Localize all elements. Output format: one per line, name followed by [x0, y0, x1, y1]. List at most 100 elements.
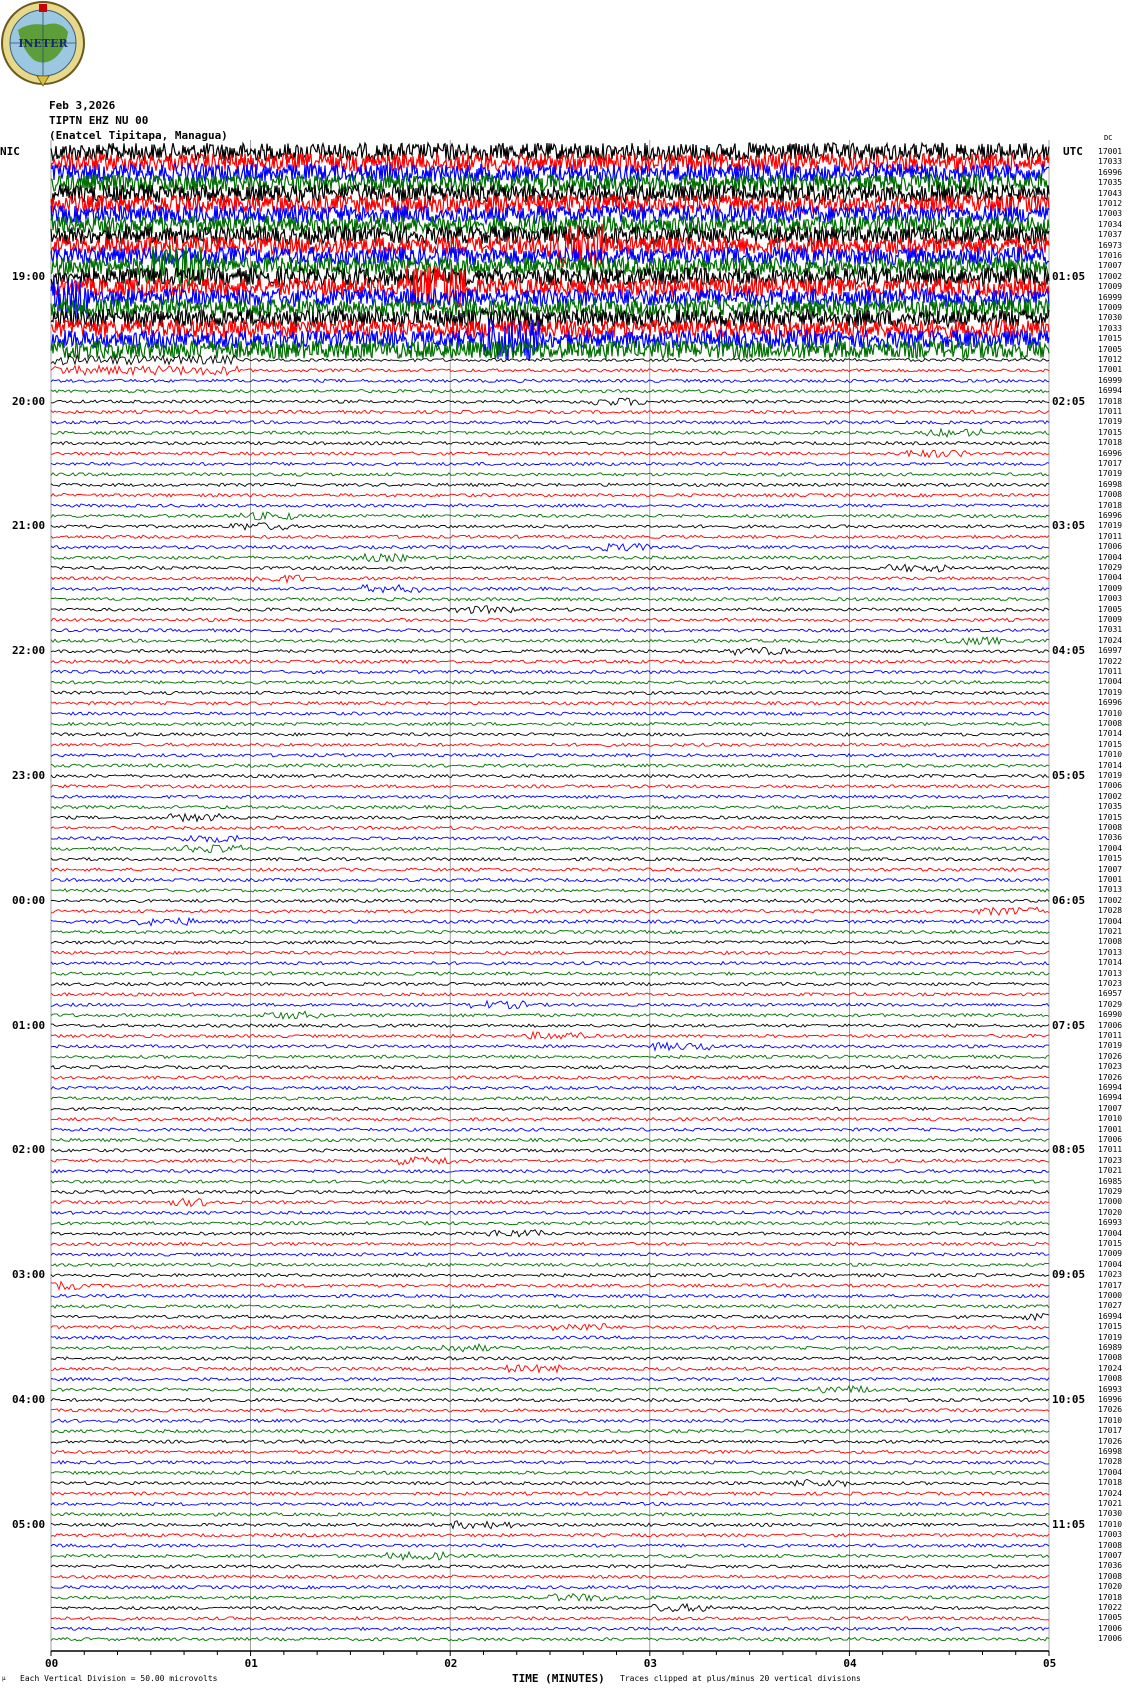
- trace-row: [50, 752, 1050, 758]
- trace-row: [51, 1023, 1050, 1029]
- row-dc-offset: 17019: [1098, 687, 1123, 697]
- clip-note: Traces clipped at plus/minus 20 vertical…: [620, 1674, 861, 1683]
- nic-hour-label: 01:00: [12, 1018, 46, 1032]
- trace-row: [50, 1408, 1050, 1413]
- row-dc-offset: 17026: [1098, 1051, 1123, 1061]
- trace-row: [50, 1376, 1050, 1382]
- date-label: Feb 3,2026: [49, 99, 116, 112]
- trace-row: [50, 844, 1050, 853]
- trace-row: [50, 783, 1050, 789]
- trace-row: [50, 1520, 1050, 1530]
- trace-row: [50, 825, 1050, 831]
- row-dc-offset: 17024: [1098, 1488, 1123, 1498]
- trace-row: [50, 1564, 1050, 1569]
- row-dc-offset: 16998: [1098, 1447, 1123, 1456]
- row-dc-offset: 17023: [1098, 1062, 1123, 1072]
- row-dc-offset: 17002: [1098, 271, 1123, 281]
- row-dc-offset: 17019: [1098, 417, 1123, 427]
- row-dc-offset: 17015: [1098, 739, 1123, 749]
- trace-row: [50, 1116, 1050, 1122]
- row-dc-offset: 17030: [1098, 1509, 1123, 1519]
- trace-row: [50, 1096, 1050, 1101]
- trace-row: [50, 1356, 1050, 1361]
- trace-row: [50, 1323, 1050, 1332]
- row-dc-offset: 17029: [1098, 999, 1123, 1009]
- trace-row: [50, 916, 1050, 927]
- row-dc-offset: 17011: [1098, 531, 1123, 541]
- x-tick-label: 03: [643, 1657, 658, 1670]
- utc-hour-label: 03:05: [1052, 519, 1086, 533]
- trace-row: [50, 266, 1050, 288]
- row-dc-offset: 17009: [1098, 1249, 1123, 1259]
- trace-row: [50, 203, 1050, 226]
- trace-row: [50, 1512, 1050, 1517]
- row-dc-offset: 17028: [1098, 906, 1123, 916]
- trace-row: [50, 950, 1050, 956]
- trace-row: [51, 906, 1050, 917]
- row-dc-offset: 17018: [1098, 1478, 1123, 1488]
- row-dc-offset: 16993: [1098, 1384, 1123, 1394]
- row-dc-offset: 17001: [1098, 875, 1123, 884]
- nic-hour-label: 03:00: [12, 1268, 46, 1282]
- trace-row: [50, 172, 1050, 195]
- row-dc-offset: 17006: [1098, 1623, 1123, 1633]
- trace-row: [50, 763, 1050, 768]
- row-dc-offset: 17023: [1098, 1270, 1123, 1280]
- trace-row: [50, 1168, 1050, 1174]
- nic-hour-label: 05:00: [12, 1517, 46, 1531]
- trace-row: [50, 1363, 1050, 1374]
- row-dc-offset: 17035: [1098, 802, 1123, 812]
- station-label: TIPTN EHZ NU 00: [49, 114, 149, 127]
- row-dc-offset: 17026: [1098, 1072, 1123, 1082]
- trace-row: [50, 1252, 1050, 1257]
- nic-hour-label: 22:00: [12, 644, 46, 658]
- trace-row: [51, 1626, 1050, 1632]
- row-dc-offset: 17028: [1098, 1457, 1123, 1467]
- trace-row: [50, 1449, 1050, 1455]
- row-dc-offset: 17022: [1098, 656, 1123, 666]
- trace-row: [50, 215, 1050, 236]
- row-dc-offset: 16996: [1098, 698, 1123, 708]
- utc-hour-label: 07:05: [1052, 1018, 1086, 1032]
- trace-row: [50, 1179, 1050, 1184]
- trace-row: [50, 1532, 1050, 1538]
- trace-row: [50, 296, 1050, 320]
- row-dc-offset: 17007: [1098, 864, 1123, 874]
- trace-row: [50, 636, 1050, 646]
- trace-row: [50, 834, 1050, 844]
- row-dc-offset: 17019: [1098, 1332, 1123, 1342]
- trace-row: [50, 1616, 1050, 1621]
- trace-row: [50, 223, 1050, 269]
- trace-row: [50, 1592, 1050, 1602]
- row-dc-offset: 17006: [1098, 1634, 1123, 1644]
- row-dc-offset: 16973: [1098, 240, 1123, 250]
- trace-row: [50, 482, 1050, 488]
- row-dc-offset: 16996: [1098, 448, 1123, 458]
- row-dc-offset: 17008: [1098, 1353, 1123, 1363]
- row-dc-offset: 17007: [1098, 261, 1123, 271]
- trace-row: [50, 669, 1050, 675]
- dc-label: DC: [1104, 134, 1113, 142]
- x-tick-label: 05: [1043, 1657, 1057, 1670]
- row-dc-offset: 17017: [1098, 459, 1123, 468]
- trace-row: [50, 617, 1050, 623]
- trace-row: [50, 1312, 1050, 1322]
- trace-row: [50, 1501, 1050, 1507]
- trace-row: [50, 193, 1050, 216]
- trace-row: [50, 1262, 1050, 1268]
- row-dc-offset: 17006: [1098, 781, 1123, 791]
- row-dc-offset: 17036: [1098, 1561, 1123, 1571]
- trace-row: [50, 409, 1050, 415]
- trace-row: [50, 929, 1050, 935]
- utc-hour-label: 10:05: [1052, 1393, 1086, 1406]
- row-dc-offset: 17004: [1098, 677, 1123, 687]
- trace-row: [50, 773, 1050, 779]
- row-dc-offset: 17012: [1098, 355, 1123, 364]
- row-dc-offset: 17015: [1098, 812, 1123, 822]
- trace-row: [50, 420, 1050, 425]
- row-dc-offset: 16993: [1098, 1218, 1123, 1228]
- row-dc-offset: 17000: [1098, 1197, 1123, 1207]
- row-dc-offset: 17031: [1098, 625, 1123, 635]
- trace-row: [50, 1085, 1050, 1091]
